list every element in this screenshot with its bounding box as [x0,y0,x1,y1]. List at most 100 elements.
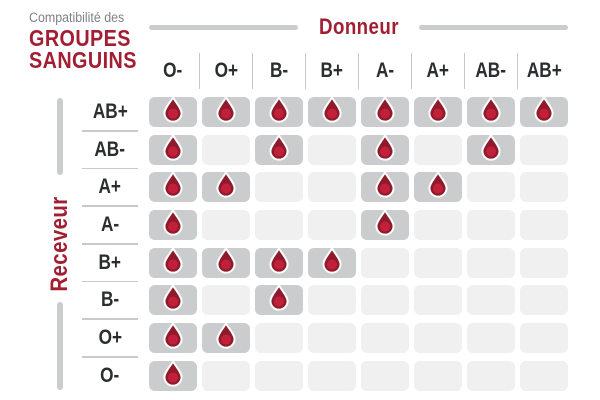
cell-receiver-b--donor-ab- [467,285,515,316]
receiver-axis-line-bottom [57,302,63,390]
donor-axis-header: Donneur [149,13,569,41]
blood-drop-icon [375,134,395,161]
donor-col-header-b+: B+ [304,52,356,90]
donor-col-header-a-: A- [357,52,409,90]
cell-receiver-a--donor-a+ [414,210,462,241]
compatibility-matrix [149,96,568,391]
blood-drop-icon [163,209,183,236]
donor-col-header-a+: A+ [410,52,462,90]
cell-receiver-a+-donor-b- [255,172,303,203]
donor-col-header-ab-: AB- [463,52,515,90]
cell-receiver-o+-donor-ab- [467,323,515,354]
cell-receiver-ab--donor-o+ [202,134,250,165]
donor-col-header-label: B- [269,59,289,82]
cell-receiver-o--donor-a- [361,360,409,391]
blood-drop-icon [163,171,183,199]
chart-title-block: Compatibilité des GROUPES SANGUINS [29,10,154,73]
cell-receiver-a--donor-ab+ [520,210,568,241]
cell-receiver-o--donor-b+ [308,360,356,391]
donor-col-header-label: AB- [475,59,507,82]
cell-receiver-o+-donor-ab+ [520,323,568,354]
cell-receiver-b+-donor-o- [149,247,197,278]
blood-drop-icon [163,134,183,161]
cell-receiver-ab+-donor-ab- [467,96,515,127]
cell-receiver-o+-donor-a+ [414,323,462,354]
donor-axis-line-left [149,24,298,30]
blood-drop-icon [216,247,236,274]
blood-drop-icon [428,171,448,199]
cell-receiver-o--donor-o+ [202,360,250,391]
chart-title-line1: GROUPES [29,25,131,51]
cell-receiver-a--donor-ab- [467,210,515,241]
donor-axis-line-right [419,24,569,30]
cell-receiver-b+-donor-b+ [308,247,356,278]
donor-col-header-label: AB+ [526,59,562,82]
receiver-row-header-label: B+ [98,250,122,274]
donor-col-header-label: O+ [214,59,238,82]
donor-col-header-ab+: AB+ [516,52,568,90]
cell-receiver-o+-donor-o- [149,322,197,354]
cell-receiver-b--donor-a+ [414,285,462,316]
cell-receiver-b--donor-b+ [308,285,356,316]
cell-receiver-o+-donor-b+ [308,323,356,354]
cell-receiver-b--donor-b- [255,284,303,316]
blood-drop-icon [322,247,342,274]
cell-receiver-ab+-donor-b- [255,96,303,127]
receiver-row-header-label: A- [100,213,120,237]
donor-col-header-b-: B- [251,52,303,90]
cell-receiver-b+-donor-b- [255,247,303,278]
receiver-row-header-label: AB+ [92,100,128,123]
donor-col-header-label: B+ [320,59,344,82]
cell-receiver-a+-donor-o+ [202,171,250,203]
cell-receiver-ab+-donor-a+ [414,96,462,127]
cell-receiver-a+-donor-ab+ [520,172,568,203]
cell-receiver-o--donor-o- [149,360,197,391]
blood-drop-icon [269,96,289,123]
cell-receiver-b--donor-o- [149,284,197,316]
blood-drop-icon [375,209,395,236]
cell-receiver-a+-donor-a- [361,171,409,203]
blood-drop-icon [163,247,183,274]
receiver-row-header-ab-: AB- [82,135,138,170]
donor-col-header-o+: O+ [198,52,250,90]
blood-drop-icon [481,134,501,161]
cell-receiver-o+-donor-a- [361,323,409,354]
receiver-row-header-a-: A- [82,210,138,245]
cell-receiver-b+-donor-ab- [467,247,515,278]
cell-receiver-b--donor-a- [361,285,409,316]
cell-receiver-a+-donor-b+ [308,172,356,203]
cell-receiver-a--donor-b+ [308,210,356,241]
cell-receiver-b--donor-ab+ [520,285,568,316]
cell-receiver-b+-donor-a+ [414,247,462,278]
blood-drop-icon [163,284,183,312]
receiver-row-header-label: O+ [98,326,122,350]
cell-receiver-o--donor-b- [255,360,303,391]
receiver-row-header-label: B- [100,288,120,312]
chart-title-line2: SANGUINS [29,47,137,73]
cell-receiver-ab--donor-ab+ [520,134,568,165]
blood-drop-icon [322,96,342,123]
blood-drop-icon [481,96,501,123]
donor-axis-label: Donneur [318,14,399,39]
receiver-row-header-o+: O+ [82,323,138,358]
cell-receiver-o--donor-ab- [467,360,515,391]
receiver-row-labels: AB+ AB- A+ A- B+ B- O+ O- [82,97,138,391]
cell-receiver-b--donor-o+ [202,285,250,316]
cell-receiver-ab+-donor-o+ [202,96,250,127]
blood-drop-icon [534,96,554,123]
blood-drop-icon [375,171,395,199]
cell-receiver-ab--donor-b- [255,134,303,165]
cell-receiver-o--donor-a+ [414,360,462,391]
blood-drop-icon [375,96,395,123]
cell-receiver-a+-donor-ab- [467,172,515,203]
cell-receiver-a--donor-o+ [202,210,250,241]
cell-receiver-b+-donor-o+ [202,247,250,278]
blood-drop-icon [269,247,289,274]
cell-receiver-ab--donor-ab- [467,134,515,165]
blood-drop-icon [163,322,183,349]
blood-drop-icon [269,134,289,161]
receiver-row-header-b-: B- [82,285,138,321]
chart-subtitle: Compatibilité des [29,10,125,25]
blood-drop-icon [163,360,183,387]
blood-drop-icon [216,171,236,199]
